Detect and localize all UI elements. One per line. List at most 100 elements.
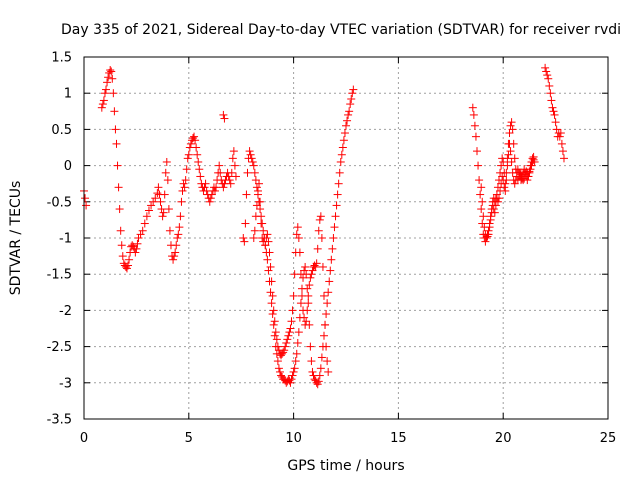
data-point: [525, 167, 534, 176]
data-point: [220, 114, 229, 123]
data-point: [529, 152, 538, 161]
data-point: [486, 215, 495, 224]
data-point: [263, 255, 272, 264]
data-point: [305, 281, 314, 290]
data-point: [118, 252, 127, 261]
data-point: [317, 353, 326, 362]
data-point: [133, 239, 142, 248]
data-point: [104, 73, 113, 82]
data-point: [468, 103, 477, 112]
data-point: [268, 291, 277, 300]
data-point: [348, 89, 357, 98]
data-point: [81, 194, 90, 203]
data-point: [193, 150, 202, 159]
data-point: [191, 136, 200, 145]
data-point: [484, 230, 493, 239]
data-point: [157, 205, 166, 214]
data-point: [303, 284, 312, 293]
data-point: [273, 342, 282, 351]
data-point: [507, 157, 516, 166]
data-point: [82, 201, 91, 210]
data-point: [117, 241, 126, 250]
data-point: [505, 139, 514, 148]
data-point: [271, 328, 280, 337]
data-point: [469, 110, 478, 119]
data-point: [179, 179, 188, 188]
data-point: [543, 71, 552, 80]
data-point: [306, 273, 315, 282]
data-point: [481, 237, 490, 246]
y-tick-label: -3: [59, 376, 72, 391]
data-point: [132, 244, 141, 253]
data-point: [281, 342, 290, 351]
data-point: [508, 125, 517, 134]
data-point: [263, 230, 272, 239]
data-point: [113, 161, 122, 170]
data-point: [149, 197, 158, 206]
data-point: [334, 179, 343, 188]
data-point: [250, 226, 259, 235]
data-point: [343, 116, 352, 125]
data-point: [248, 157, 257, 166]
data-point: [99, 96, 108, 105]
data-point: [109, 89, 118, 98]
data-point: [153, 189, 162, 198]
data-point: [182, 165, 191, 174]
data-point: [177, 197, 186, 206]
data-point: [267, 299, 276, 308]
data-point: [314, 377, 323, 386]
data-point: [333, 190, 342, 199]
data-point: [493, 197, 502, 206]
data-point: [121, 262, 130, 271]
data-point: [345, 107, 354, 116]
data-point: [294, 328, 303, 337]
data-point: [247, 154, 256, 163]
data-point: [338, 143, 347, 152]
data-point: [256, 197, 265, 206]
data-point: [111, 125, 120, 134]
data-point: [103, 78, 112, 87]
data-point: [196, 172, 205, 181]
data-point: [144, 206, 153, 215]
data-point: [314, 226, 323, 235]
y-tick-label: -1.5: [47, 268, 72, 283]
data-point: [503, 161, 512, 170]
data-point: [323, 299, 332, 308]
data-point: [528, 154, 537, 163]
y-tick-label: -3.5: [47, 413, 72, 428]
data-point: [270, 331, 279, 340]
data-point: [322, 342, 331, 351]
data-point: [506, 121, 515, 130]
data-point: [131, 248, 140, 257]
data-point: [156, 197, 165, 206]
data-point: [474, 161, 483, 170]
data-point: [301, 320, 310, 329]
data-point: [349, 85, 358, 94]
x-tick-label: 15: [390, 431, 407, 446]
data-point: [520, 165, 529, 174]
data-point: [251, 212, 260, 221]
data-point: [242, 190, 251, 199]
data-point: [518, 174, 527, 183]
data-point: [329, 234, 338, 242]
data-point: [292, 349, 301, 358]
y-tick-label: 0: [64, 159, 72, 174]
data-point: [306, 342, 315, 351]
data-point: [482, 234, 491, 242]
data-point: [241, 219, 250, 228]
data-point: [295, 248, 304, 257]
data-point: [311, 262, 320, 271]
data-point: [128, 241, 137, 250]
data-point: [330, 223, 339, 232]
data-point: [115, 205, 124, 214]
data-point: [318, 262, 327, 271]
data-point: [336, 157, 345, 166]
y-tick-label: -1: [59, 232, 72, 247]
data-point: [240, 237, 249, 246]
data-point: [344, 110, 353, 119]
data-point: [175, 223, 184, 232]
data-point: [173, 234, 182, 242]
data-point: [296, 270, 305, 279]
data-point: [151, 194, 160, 203]
